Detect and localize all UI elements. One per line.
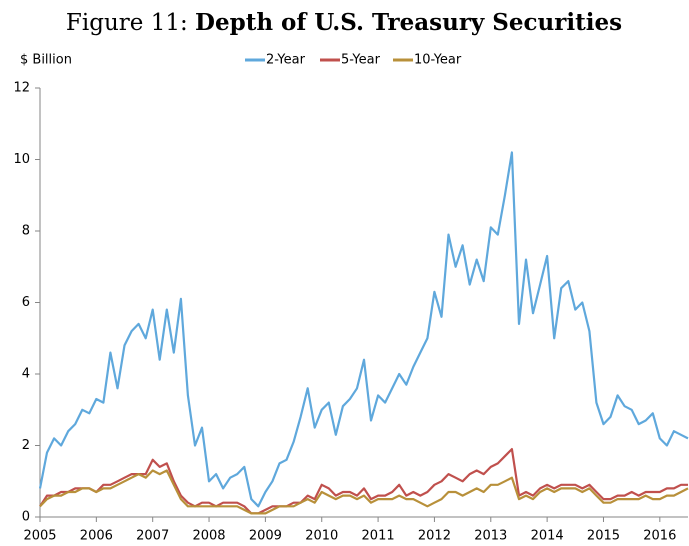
x-tick-label: 2012 (418, 529, 451, 544)
series-line (39, 469, 689, 515)
y-tick-label: 0 (22, 510, 30, 525)
title-text: Depth of U.S. Treasury Securities (195, 9, 622, 36)
x-tick-label: 2008 (192, 529, 225, 544)
x-tick-label: 2006 (80, 529, 113, 544)
x-tick-label: 2005 (23, 529, 56, 544)
series-line (38, 151, 689, 508)
x-tick-label: 2011 (362, 529, 395, 544)
x-tick-label: 2015 (587, 529, 620, 544)
x-tick-label: 2013 (474, 529, 507, 544)
y-tick-label: 8 (22, 224, 30, 239)
series-line (39, 448, 688, 515)
y-tick-label: 6 (22, 295, 30, 310)
figure-label: Figure 11: (66, 10, 188, 36)
y-tick-label: 10 (13, 152, 30, 167)
x-tick-label: 2010 (305, 529, 338, 544)
legend-label: 5-Year (341, 53, 381, 68)
legend-label: 10-Year (414, 53, 462, 68)
x-tick-label: 2016 (643, 529, 676, 544)
x-tick-label: 2009 (249, 529, 282, 544)
y-tick-label: 4 (22, 367, 30, 382)
y-axis-label: $ Billion (20, 53, 72, 68)
chart-title: Figure 11: Depth of U.S. Treasury Securi… (66, 9, 622, 36)
x-tick-label: 2014 (531, 529, 564, 544)
x-tick-label: 2007 (136, 529, 169, 544)
y-tick-label: 12 (13, 81, 30, 96)
y-tick-label: 2 (22, 438, 30, 453)
legend-label: 2-Year (266, 53, 306, 68)
